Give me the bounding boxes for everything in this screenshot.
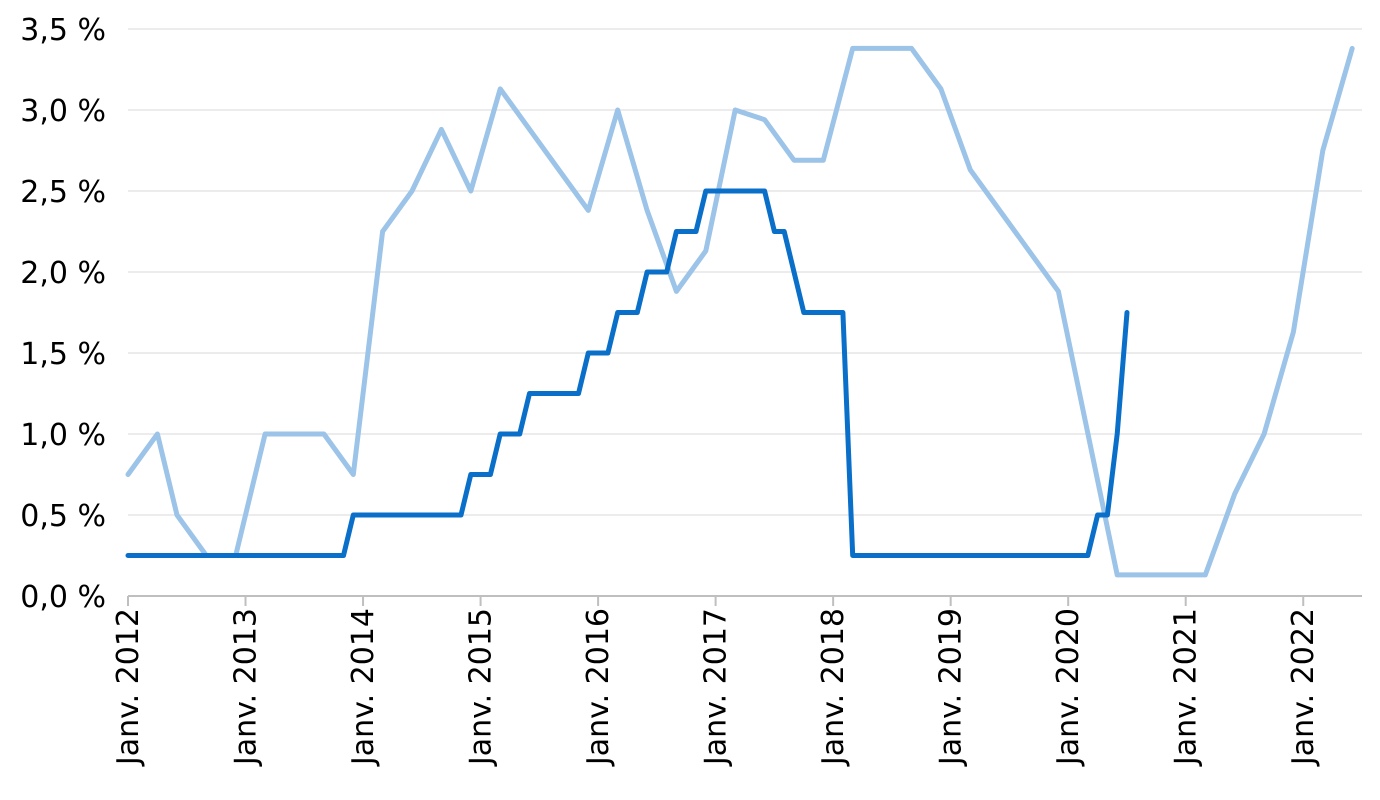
x-tick-label: Janv. 2020 — [1051, 608, 1086, 767]
y-tick-label: 1,5 % — [20, 337, 106, 372]
x-tick-label: Janv. 2012 — [111, 608, 146, 767]
y-tick-label: 1,0 % — [20, 418, 106, 453]
series-line-1 — [125, 45, 1355, 578]
x-tick-label: Janv. 2013 — [229, 608, 264, 767]
x-tick-label: Janv. 2016 — [581, 608, 616, 767]
y-tick-label: 3,5 % — [20, 13, 106, 48]
y-tick-label: 0,5 % — [20, 499, 106, 534]
x-tick-label: Janv. 2014 — [346, 608, 381, 767]
y-tick-label: 2,5 % — [20, 175, 106, 210]
y-tick-label: 3,0 % — [20, 94, 106, 129]
x-tick-label: Janv. 2021 — [1169, 608, 1204, 767]
x-tick-label: Janv. 2017 — [699, 608, 734, 767]
x-tick-label: Janv. 2015 — [464, 608, 499, 767]
x-tick-label: Janv. 2018 — [816, 608, 851, 767]
y-tick-label: 2,0 % — [20, 256, 106, 291]
series-line-2 — [125, 188, 1130, 558]
x-tick-label: Janv. 2022 — [1286, 608, 1321, 767]
y-tick-label: 0,0 % — [20, 580, 106, 615]
x-tick-label: Janv. 2019 — [934, 608, 969, 767]
